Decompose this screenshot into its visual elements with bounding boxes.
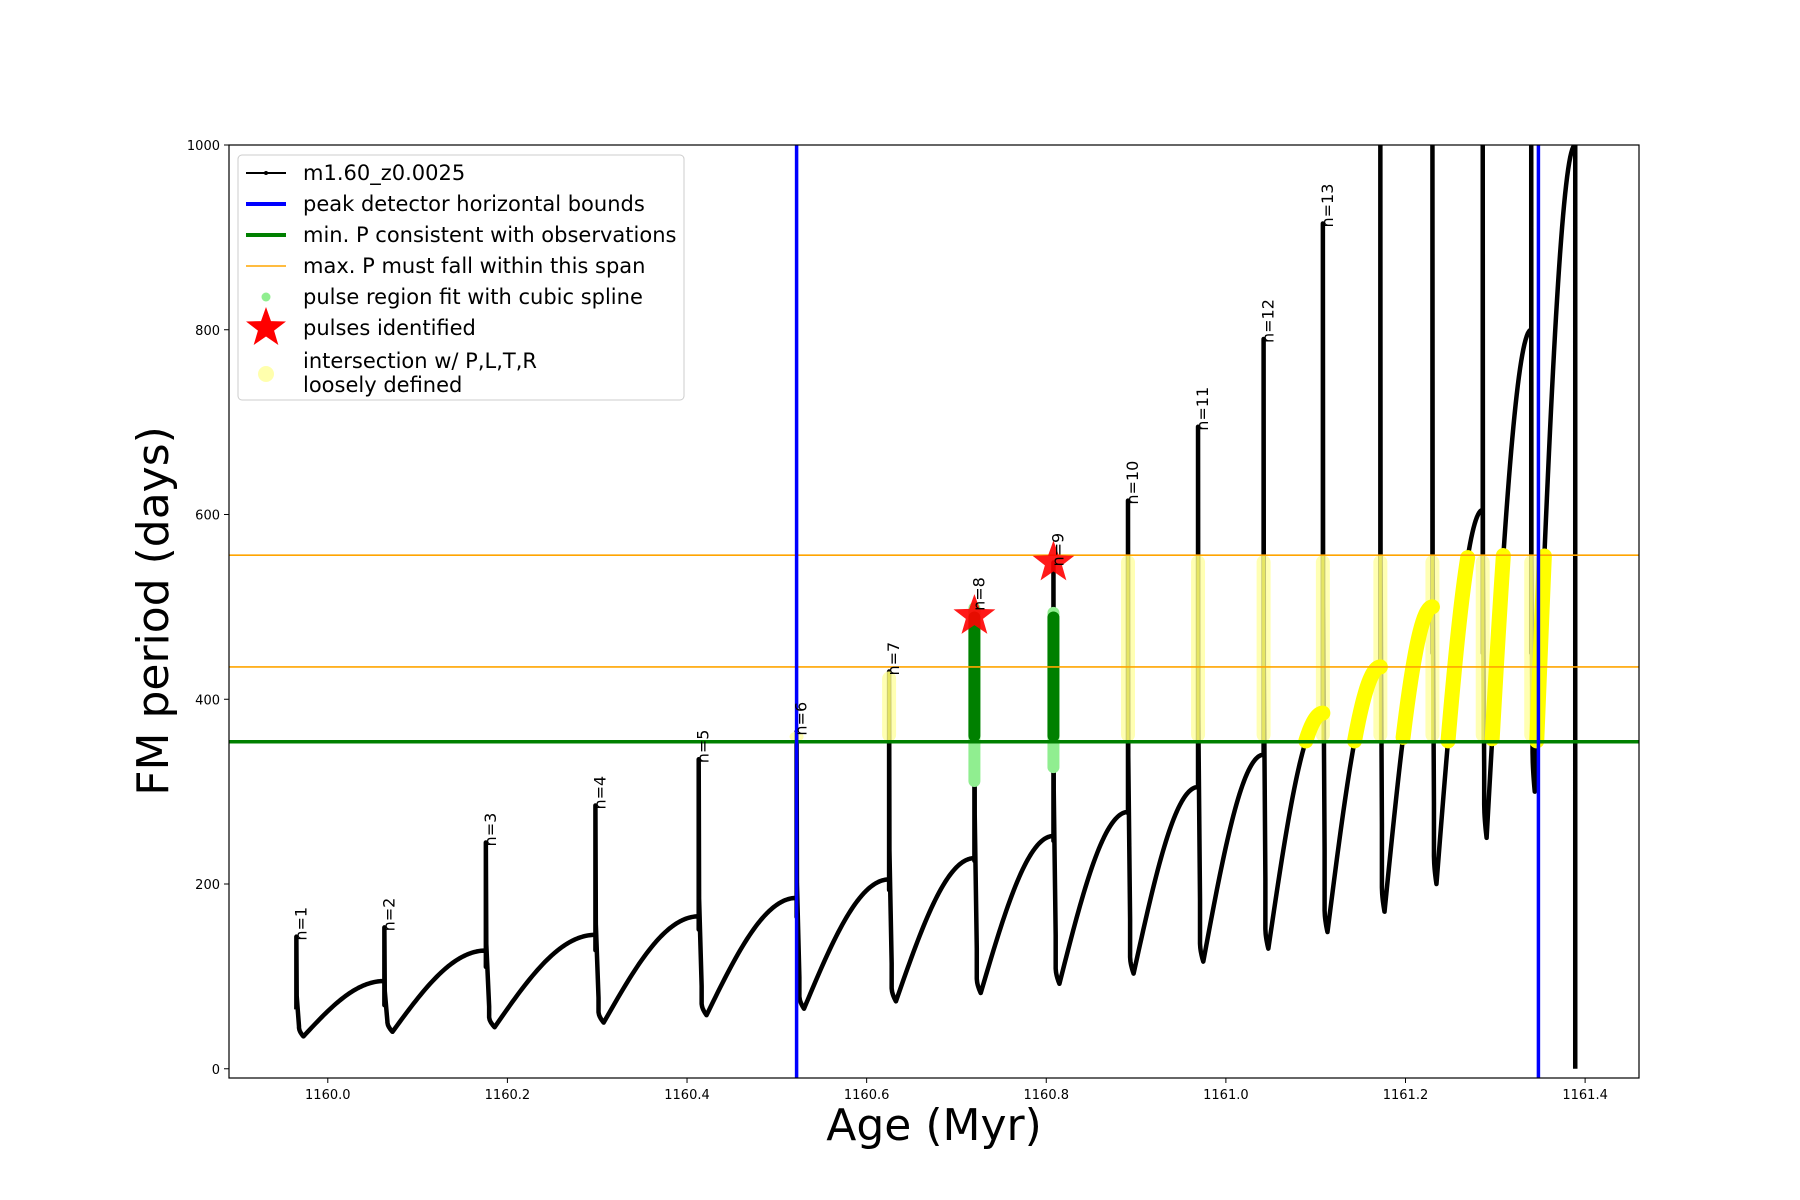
- legend-label: peak detector horizontal bounds: [303, 192, 645, 216]
- loose-intersection-arc: [1395, 599, 1440, 745]
- pulse-identified-star: [953, 594, 996, 634]
- plot-frame: [228, 144, 1640, 1079]
- loose-intersection-arc: [1347, 659, 1388, 749]
- pulse-number-label: n=12: [1259, 299, 1278, 343]
- y-tick: 800: [195, 324, 229, 339]
- y-tick: 200: [195, 878, 229, 893]
- plot-curve-layer: [294, 145, 1578, 1069]
- x-axis-ticks: 1160.0 1160.2 1160.4 1160.6 1160.8 1161.0 1161…: [305, 1078, 1608, 1103]
- legend-swatch: [258, 366, 274, 382]
- x-tick: 1160.2: [485, 1078, 531, 1103]
- legend-label-line: loosely defined: [303, 373, 462, 397]
- x-tick-label: 1160.2: [485, 1088, 531, 1103]
- x-tick: 1161.0: [1203, 1078, 1249, 1103]
- y-tick-label: 200: [195, 878, 220, 893]
- loose-intersection-marker: [1120, 555, 1135, 742]
- pulse-number-label: n=9: [1048, 533, 1067, 567]
- loose-intersection-arc: [1298, 705, 1331, 749]
- x-tick-label: 1160.6: [844, 1088, 890, 1103]
- x-tick-label: 1160.0: [305, 1088, 351, 1103]
- y-tick-label: 1000: [187, 139, 220, 154]
- x-tick-label: 1161.2: [1383, 1088, 1429, 1103]
- legend-item: max. P must fall within this span: [246, 254, 645, 278]
- x-tick-label: 1161.0: [1203, 1088, 1249, 1103]
- pulse-number-label: n=6: [792, 702, 811, 736]
- plot-overlay-layer: n=1 n=2 n=3 n=4 n=5 n=6 n=7 n=8 n=9 n=10 n=11 n=12 n…: [229, 145, 1639, 1078]
- loose-intersection-marker: [1425, 555, 1440, 742]
- legend-label: max. P must fall within this span: [303, 254, 645, 278]
- loose-intersection-arc: [1484, 548, 1511, 747]
- x-tick: 1161.4: [1562, 1078, 1608, 1103]
- spline-fit-region: [968, 602, 981, 788]
- x-tick: 1160.6: [844, 1078, 890, 1103]
- x-tick: 1160.0: [305, 1078, 351, 1103]
- loose-intersection-marker: [882, 671, 897, 742]
- legend-swatch-marker: [264, 171, 268, 175]
- y-tick: 400: [195, 693, 229, 708]
- legend-item: pulses identified: [246, 307, 476, 345]
- pulse-number-label: n=10: [1123, 461, 1142, 505]
- y-tick: 0: [212, 1063, 229, 1078]
- y-tick-label: 0: [212, 1063, 220, 1078]
- y-tick-label: 400: [195, 693, 220, 708]
- loose-intersection-marker: [1475, 555, 1490, 742]
- legend-box: [237, 154, 685, 401]
- loose-intersection-marker: [1256, 555, 1271, 742]
- legend-label: pulse region fit with cubic spline: [303, 285, 643, 309]
- legend-item: min. P consistent with observations: [246, 223, 676, 247]
- legend-item: pulse region fit with cubic spline: [261, 285, 643, 309]
- loose-intersection-marker: [1373, 555, 1388, 742]
- legend-item: peak detector horizontal bounds: [246, 192, 645, 216]
- x-tick: 1160.8: [1024, 1078, 1070, 1103]
- y-axis-ticks: 0 200 400 600 800 1000: [187, 139, 229, 1078]
- x-axis-label: Age (Myr): [826, 1100, 1042, 1151]
- y-tick-label: 800: [195, 324, 220, 339]
- legend-label-line: intersection w/ P,L,T,R: [303, 349, 537, 373]
- spline-fit-region: [1047, 606, 1060, 774]
- pulse-number-label: n=13: [1318, 184, 1337, 228]
- legend-item: intersection w/ P,L,T,R loosely defined: [258, 349, 537, 397]
- y-tick: 600: [195, 509, 229, 524]
- legend-label: m1.60_z0.0025: [303, 161, 465, 186]
- x-tick-label: 1160.8: [1024, 1088, 1070, 1103]
- pulse-number-label: n=5: [694, 730, 713, 764]
- y-axis-label: FM period (days): [128, 426, 179, 796]
- pulse-number-label: n=4: [590, 776, 609, 810]
- plot-area: n=1 n=2 n=3 n=4 n=5 n=6 n=7 n=8 n=9 n=10 n=11 n=12 n…: [229, 145, 1639, 1078]
- legend-swatch: [261, 292, 271, 302]
- legend-label: min. P consistent with observations: [303, 223, 676, 247]
- legend-label: intersection w/ P,L,T,R loosely defined: [303, 349, 537, 397]
- y-tick-label: 600: [195, 509, 220, 524]
- y-tick: 1000: [187, 139, 229, 154]
- legend-swatch: [246, 307, 286, 345]
- x-tick-label: 1161.4: [1562, 1088, 1608, 1103]
- x-tick: 1160.4: [664, 1078, 710, 1103]
- x-tick: 1161.2: [1383, 1078, 1429, 1103]
- pulse-number-label: n=8: [969, 577, 988, 611]
- legend-item: m1.60_z0.0025: [246, 161, 465, 186]
- pulse-number-label: n=7: [884, 642, 903, 676]
- model-curve: [294, 145, 1578, 1069]
- legend-label: pulses identified: [303, 316, 476, 340]
- pulse-number-label: n=2: [379, 898, 398, 932]
- loose-intersection-arc: [1440, 550, 1476, 749]
- pulse-identified-star: [1032, 540, 1075, 581]
- x-tick-label: 1160.4: [664, 1088, 710, 1103]
- pulse-number-label: n=3: [481, 813, 500, 847]
- loose-intersection-marker: [1191, 555, 1206, 742]
- pulse-number-label: n=1: [291, 907, 310, 941]
- pulse-number-label: n=11: [1193, 387, 1212, 431]
